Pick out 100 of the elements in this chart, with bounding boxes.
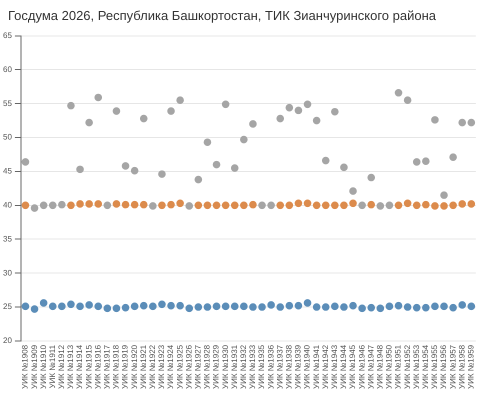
point	[158, 202, 166, 210]
point	[394, 302, 402, 310]
point	[85, 200, 93, 208]
point	[30, 204, 38, 212]
x-tick-label: УИК №1930	[220, 344, 230, 389]
point	[240, 202, 248, 210]
point	[449, 304, 457, 312]
point	[349, 199, 357, 208]
point	[312, 303, 320, 311]
point	[331, 202, 339, 210]
x-tick-label: УИК №1929	[212, 344, 221, 389]
point	[94, 302, 102, 310]
point	[449, 153, 457, 161]
point	[404, 303, 412, 311]
point	[76, 302, 84, 310]
point	[340, 202, 348, 210]
x-tick-label: УИК №1936	[266, 344, 276, 389]
point	[122, 200, 130, 208]
point	[67, 300, 75, 308]
point	[67, 102, 75, 110]
x-tick-label: УИК №1913	[66, 344, 76, 389]
point	[122, 162, 130, 170]
point	[340, 303, 348, 311]
point	[176, 302, 184, 310]
point	[58, 302, 66, 310]
point	[440, 302, 448, 310]
point	[431, 202, 439, 210]
point	[249, 200, 257, 208]
x-tick-label: УИК №1935	[257, 344, 266, 389]
point	[112, 107, 120, 115]
x-tick-label: УИК №1928	[202, 344, 212, 389]
point	[404, 199, 412, 208]
point	[349, 302, 357, 310]
point	[176, 199, 184, 208]
point	[94, 200, 102, 208]
point	[104, 304, 112, 312]
point	[230, 164, 239, 172]
x-tick-label: УИК №1911	[48, 344, 57, 388]
x-tick-label: УИК №1916	[93, 344, 102, 389]
point	[349, 187, 357, 195]
x-tick-label: УИК №1952	[402, 344, 412, 389]
point	[412, 202, 421, 210]
x-tick-label: УИК №1948	[376, 344, 385, 389]
x-tick-label: УИК №1921	[138, 344, 148, 389]
x-tick-label: УИК №1941	[312, 344, 321, 389]
x-tick-label: УИК №1917	[102, 344, 112, 389]
point	[249, 120, 257, 128]
point	[130, 302, 138, 310]
point	[294, 199, 302, 208]
y-tick-label: 45	[2, 166, 12, 176]
x-tick-label: УИК №1919	[120, 344, 130, 389]
y-tick-label: 55	[2, 98, 12, 108]
point	[222, 100, 230, 108]
point	[212, 160, 220, 168]
point	[276, 114, 284, 122]
point	[322, 202, 330, 210]
x-tick-label: УИК №1958	[457, 344, 466, 389]
point	[185, 202, 194, 210]
x-tick-label: УИК №1957	[448, 344, 458, 389]
x-tick-label: УИК №1938	[284, 344, 294, 389]
point	[112, 304, 120, 312]
y-tick-label: 35	[2, 234, 12, 244]
x-tick-label: УИК №1946	[357, 344, 366, 389]
point	[312, 116, 320, 124]
x-tick-label: УИК №1915	[84, 344, 94, 389]
point	[194, 303, 202, 311]
point	[286, 202, 294, 210]
point	[76, 200, 84, 208]
point	[167, 107, 175, 115]
point	[267, 301, 275, 309]
x-tick-label: УИК №1914	[75, 344, 84, 389]
x-tick-label: УИК №1940	[302, 344, 312, 389]
x-tick-label: УИК №1950	[384, 344, 394, 389]
x-tick-label: УИК №1933	[248, 344, 258, 389]
y-tick-label: 40	[2, 200, 12, 210]
point	[194, 202, 202, 210]
point	[85, 301, 93, 309]
point	[58, 200, 66, 208]
point	[185, 304, 194, 312]
point	[204, 202, 212, 210]
x-tick-label: УИК №1924	[166, 344, 176, 389]
x-tick-label: УИК №1955	[430, 344, 440, 389]
point	[85, 118, 93, 126]
point	[48, 202, 57, 210]
point	[276, 202, 284, 210]
point	[367, 200, 376, 208]
point	[149, 202, 157, 210]
point	[331, 108, 339, 116]
point	[94, 94, 102, 102]
point	[176, 96, 184, 104]
point	[140, 302, 148, 310]
point	[304, 100, 312, 108]
point	[258, 303, 266, 311]
x-tick-label: УИК №1956	[439, 344, 448, 389]
point	[276, 303, 284, 311]
point	[22, 302, 30, 310]
point	[468, 302, 476, 310]
point	[304, 299, 312, 307]
point	[167, 200, 175, 208]
point	[386, 302, 394, 310]
